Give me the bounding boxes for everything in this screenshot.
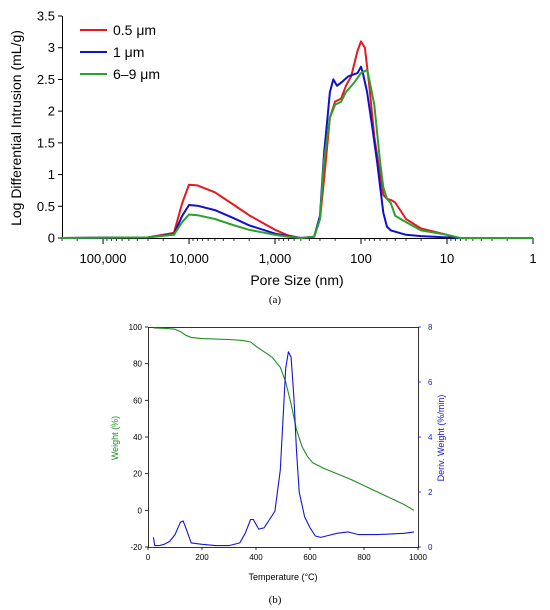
chart-b-y2-tick-label: 4: [428, 433, 433, 442]
chart-b-series-line-1: [152, 351, 414, 547]
chart-a-x-tick-label: 100: [350, 251, 372, 266]
chart-b-plot: 0 200 400 600 800 1000 -20 0 20 40 60 80 100 0 2 4 6 8: [129, 323, 433, 562]
chart-a-x-tick-label: 10,000: [169, 251, 209, 266]
chart-a-x-tick-label: 10: [440, 251, 454, 266]
chart-a-plot: 00.511.522.533.5 100,000 10,000 1,000 100 10…: [37, 9, 537, 267]
chart-a-x-tick-label: 1: [529, 251, 536, 266]
chart-b-series-line-0: [153, 327, 415, 511]
chart-b-x-axis-title: Temperature (°C): [248, 572, 317, 582]
chart-b-x-tick-label: 0: [146, 553, 151, 562]
chart-a-panel-label: (a): [269, 294, 282, 306]
chart-b-y2-tick-label: 6: [428, 378, 433, 387]
chart-a-y-tick-label: 2: [48, 104, 55, 119]
chart-a-x-tick-label: 100,000: [80, 251, 127, 266]
chart-a-y-tick-label: 0.5: [37, 199, 55, 214]
chart-a-x-axis-title: Pore Size (nm): [250, 272, 343, 288]
chart-b-y-tick-label: 100: [129, 323, 143, 332]
chart-b-x-tick-label: 800: [357, 553, 371, 562]
chart-b-x-tick-label: 400: [249, 553, 263, 562]
chart-b-y-tick-label: 60: [133, 396, 142, 405]
chart-a-legend-label: 0.5 μm: [113, 22, 156, 38]
chart-a-y-tick-label: 3.5: [37, 9, 55, 24]
chart-b-y-tick-label: 40: [133, 433, 142, 442]
chart-b-y-tick-label: 20: [133, 470, 142, 479]
chart-b-y-tick-label: 0: [138, 506, 143, 515]
chart-b-x-tick-label: 1000: [409, 553, 427, 562]
chart-b-x-tick-label: 200: [195, 553, 209, 562]
chart-b-panel-label: (b): [269, 594, 282, 606]
chart-a-series-line-2: [61, 68, 533, 239]
chart-a-x-tick-label: 1,000: [259, 251, 292, 266]
chart-a-legend-label: 6–9 μm: [113, 66, 160, 82]
chart-a: 00.511.522.533.5 100,000 10,000 1,000 100 10…: [8, 9, 537, 307]
chart-b-y2-tick-label: 0: [428, 543, 433, 552]
chart-a-y-tick-label: 2.5: [37, 72, 55, 87]
chart-b-x-tick-label: 600: [303, 553, 317, 562]
chart-b-frame: [148, 327, 419, 548]
chart-a-legend-label: 1 μm: [113, 44, 144, 60]
chart-a-y-tick-label: 1: [48, 167, 55, 182]
chart-b-y-axis-title: Weight (%): [110, 416, 120, 460]
chart-a-series-line-0: [61, 40, 533, 239]
chart-b-y-tick-label: 80: [133, 360, 142, 369]
chart-a-y-tick-label: 1.5: [37, 135, 55, 150]
chart-a-series-line-1: [61, 65, 533, 239]
chart-b-y2-axis-title: Deriv. Weight (%/min): [436, 395, 446, 482]
chart-b-y2-tick-label: 2: [428, 488, 433, 497]
chart-a-y-tick-label: 0: [48, 231, 55, 246]
chart-a-y-tick-label: 3: [48, 40, 55, 55]
chart-a-y-axis-title: Log Differential Intrusion (mL/g): [8, 30, 24, 226]
chart-b-y2-tick-label: 8: [428, 323, 433, 332]
chart-b-y-tick-label: -20: [130, 543, 142, 552]
